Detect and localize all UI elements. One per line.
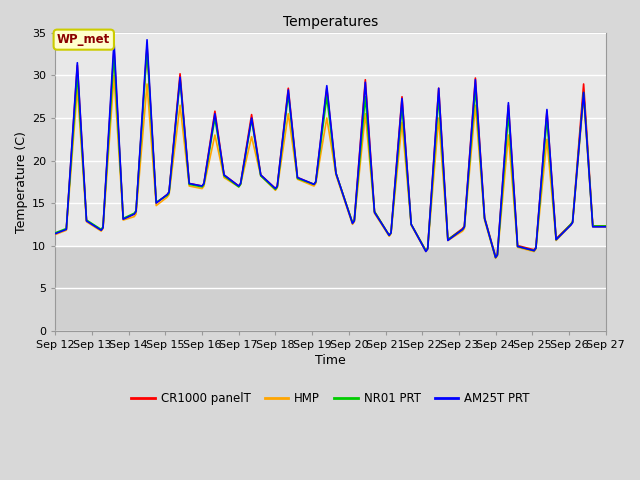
Legend: CR1000 panelT, HMP, NR01 PRT, AM25T PRT: CR1000 panelT, HMP, NR01 PRT, AM25T PRT bbox=[126, 387, 534, 409]
Text: WP_met: WP_met bbox=[57, 33, 111, 46]
Title: Temperatures: Temperatures bbox=[283, 15, 378, 29]
Y-axis label: Temperature (C): Temperature (C) bbox=[15, 131, 28, 233]
X-axis label: Time: Time bbox=[315, 354, 346, 367]
Bar bbox=[55, 246, 605, 331]
